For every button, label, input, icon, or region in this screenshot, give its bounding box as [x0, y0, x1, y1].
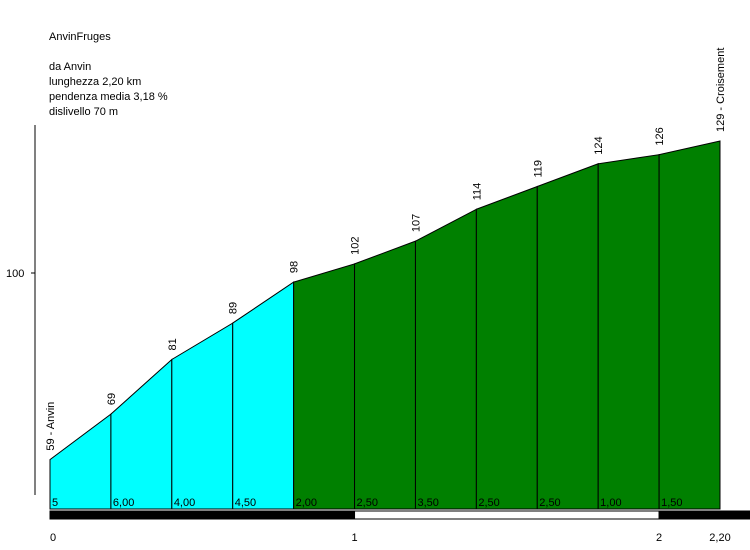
segment-gradient-label-10: 1,50: [661, 497, 682, 509]
y-tick-label-0: 100: [6, 268, 24, 280]
x-tick-label-3: 2,20: [709, 532, 730, 544]
km-bar-segment-0: [49, 510, 356, 520]
km-bar-segment-1: [354, 510, 660, 520]
profile-segment-1: [110, 358, 173, 510]
info-start: da Anvin: [49, 61, 92, 73]
point-label-7: 114: [471, 183, 483, 201]
profile-segment-10: [658, 140, 721, 510]
profile-segment-4: [293, 263, 356, 510]
x-tick-label-0: 0: [50, 532, 56, 544]
segment-gradient-label-1: 6,00: [113, 497, 134, 509]
profile-segment-0: [49, 413, 112, 510]
point-label-4: 98: [289, 261, 301, 273]
km-bar-segment-2: [658, 510, 750, 520]
point-label-8: 119: [532, 160, 544, 178]
info-panel: AnvinFruges da Anvin lunghezza 2,20 km p…: [49, 30, 168, 120]
chart-title: AnvinFruges: [49, 31, 111, 43]
point-label-10: 126: [654, 127, 666, 145]
point-label-2: 81: [167, 338, 179, 350]
segment-gradient-label-7: 2,50: [478, 497, 499, 509]
info-avg-gradient: pendenza media 3,18 %: [49, 91, 168, 103]
profile-segment-7: [475, 185, 538, 510]
point-label-0: 59 - Anvin: [45, 402, 57, 451]
segment-gradient-label-6: 3,50: [417, 497, 438, 509]
info-elevation-gain: dislivello 70 m: [49, 106, 119, 118]
segment-gradient-label-5: 2,50: [357, 497, 378, 509]
point-label-5: 102: [350, 237, 362, 255]
segment-gradient-label-9: 1,00: [600, 497, 621, 509]
profile-segment-5: [354, 240, 416, 510]
info-length: lunghezza 2,20 km: [49, 76, 142, 88]
profile-segment-6: [414, 208, 477, 510]
segment-gradient-label-3: 4,50: [235, 497, 256, 509]
segment-gradient-label-4: 2,00: [296, 497, 317, 509]
segment-gradient-label-8: 2,50: [539, 497, 560, 509]
segment-gradient-label-0: 5: [52, 497, 58, 509]
point-label-6: 107: [410, 214, 422, 232]
profile-segment-2: [171, 322, 234, 510]
segment-gradient-label-2: 4,00: [174, 497, 195, 509]
x-tick-label-1: 1: [351, 532, 357, 544]
profile-segment-9: [597, 154, 660, 510]
profile-segment-8: [536, 163, 599, 510]
profile-segment-3: [232, 281, 295, 510]
point-label-9: 124: [593, 136, 605, 154]
point-label-1: 69: [106, 393, 118, 405]
point-label-3: 89: [228, 302, 240, 314]
point-label-11: 129 - Croisement: [715, 48, 727, 132]
x-tick-label-2: 2: [656, 532, 662, 544]
